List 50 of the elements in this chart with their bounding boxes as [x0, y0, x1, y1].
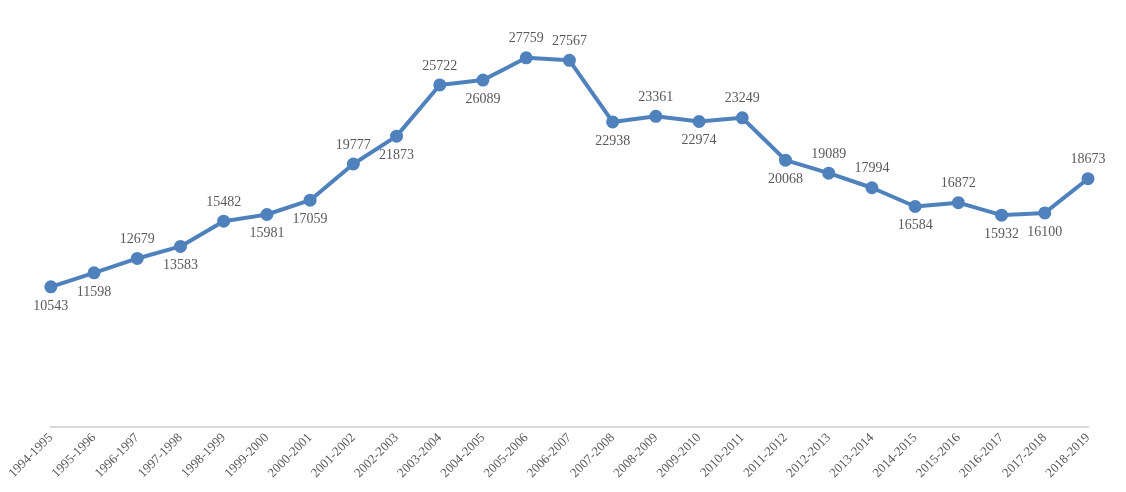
point [865, 181, 879, 195]
point [44, 280, 58, 294]
point [606, 115, 620, 129]
point [390, 129, 404, 143]
data-label: 12679 [119, 231, 155, 247]
point [822, 166, 836, 180]
data-label: 11598 [76, 283, 112, 299]
data-label: 17994 [854, 160, 890, 176]
point [778, 153, 792, 167]
data-label: 19089 [811, 145, 847, 161]
data-label: 17059 [292, 210, 328, 226]
data-label: 23249 [724, 90, 760, 106]
data-label: 15932 [984, 225, 1020, 241]
point [260, 208, 274, 222]
point [130, 251, 144, 265]
data-label: 15482 [206, 193, 242, 209]
point [87, 266, 101, 280]
data-label: 23361 [638, 89, 674, 104]
point [908, 200, 922, 213]
data-label: 19777 [335, 136, 371, 152]
data-label: 25722 [422, 57, 458, 73]
point [173, 239, 187, 253]
data-label: 26089 [465, 90, 501, 106]
data-label: 13583 [162, 257, 198, 273]
data-label: 16584 [897, 217, 933, 233]
point [217, 214, 231, 228]
data-label: 22938 [595, 132, 631, 148]
data-label: 22974 [681, 132, 717, 148]
point [433, 78, 447, 92]
data-label: 16100 [1027, 223, 1063, 239]
point [692, 114, 706, 128]
data-label: 10543 [33, 297, 69, 313]
point [346, 157, 360, 171]
data-label: 18673 [1070, 151, 1106, 167]
point [649, 109, 663, 123]
point [735, 111, 749, 125]
point [1081, 172, 1095, 186]
point [951, 196, 965, 210]
point [1038, 206, 1052, 220]
data-label: 16872 [940, 175, 976, 191]
point [303, 193, 317, 207]
point [562, 53, 576, 67]
data-label: 21873 [379, 146, 415, 162]
data-label: 27759 [508, 30, 544, 46]
data-label: 27567 [551, 33, 587, 49]
data-label: 20068 [767, 170, 803, 186]
point [995, 208, 1009, 222]
point [519, 51, 533, 65]
data-label: 15981 [249, 225, 285, 241]
point [476, 73, 490, 87]
